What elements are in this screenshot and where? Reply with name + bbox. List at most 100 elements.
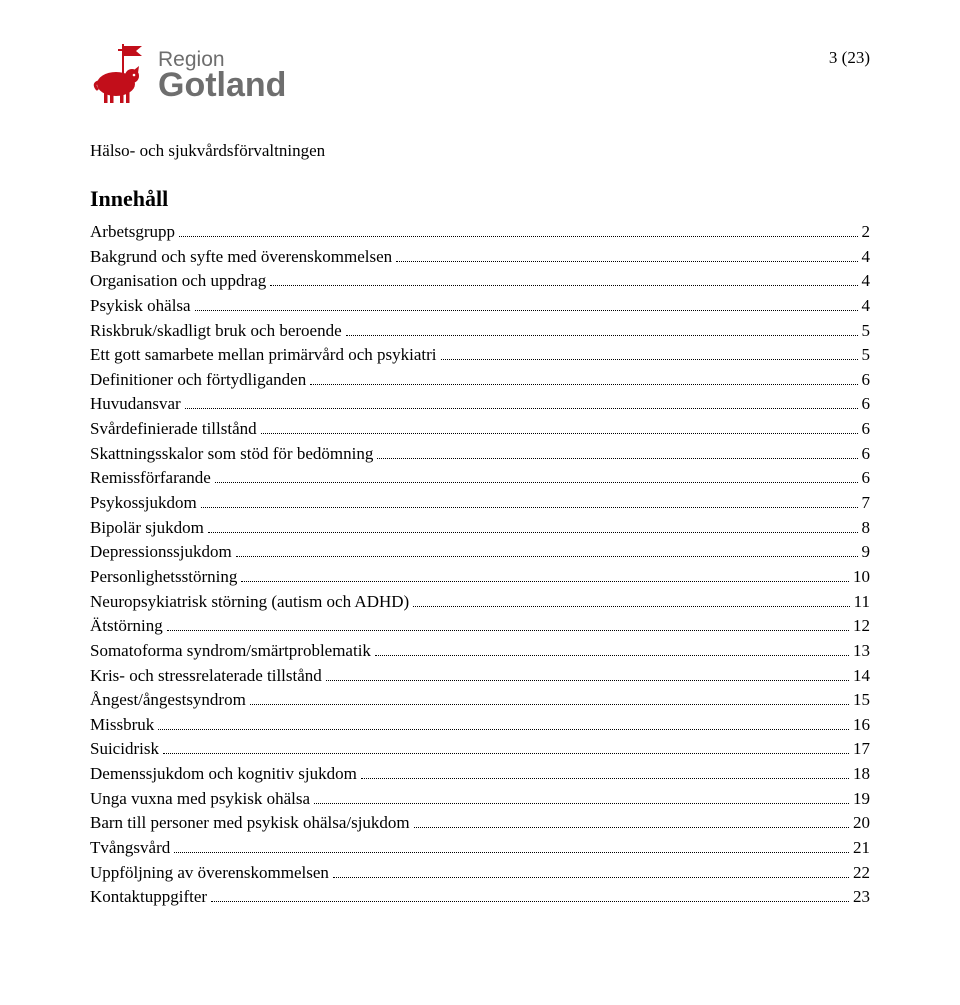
logo-text: Region Gotland — [158, 49, 286, 102]
page-number: 3 (23) — [829, 48, 870, 68]
toc-leader-dots — [167, 616, 849, 631]
toc-leader-dots — [201, 493, 858, 508]
toc-entry[interactable]: Bipolär sjukdom8 — [90, 516, 870, 541]
toc-entry[interactable]: Somatoforma syndrom/smärtproblematik13 — [90, 639, 870, 664]
toc-entry-text: Ätstörning — [90, 614, 163, 639]
toc-entry[interactable]: Kris- och stressrelaterade tillstånd 14 — [90, 664, 870, 689]
toc-entry[interactable]: Personlighetsstörning 10 — [90, 565, 870, 590]
toc-entry[interactable]: Neuropsykiatrisk störning (autism och AD… — [90, 590, 870, 615]
toc-leader-dots — [333, 862, 849, 877]
toc-entry-text: Arbetsgrupp — [90, 220, 175, 245]
toc-entry-page: 16 — [853, 713, 870, 738]
toc-entry-page: 19 — [853, 787, 870, 812]
toc-leader-dots — [326, 665, 849, 680]
toc-entry[interactable]: Missbruk16 — [90, 713, 870, 738]
toc-leader-dots — [215, 468, 858, 483]
toc-entry-text: Demenssjukdom och kognitiv sjukdom — [90, 762, 357, 787]
toc-leader-dots — [261, 419, 858, 434]
toc-leader-dots — [396, 246, 857, 261]
toc-entry-page: 17 — [853, 737, 870, 762]
toc-entry-text: Neuropsykiatrisk störning (autism och AD… — [90, 590, 409, 615]
toc-entry-page: 9 — [862, 540, 871, 565]
toc-leader-dots — [250, 690, 849, 705]
toc-entry-page: 2 — [862, 220, 871, 245]
toc-entry[interactable]: Remissförfarande6 — [90, 466, 870, 491]
toc-entry-page: 18 — [853, 762, 870, 787]
toc-entry-text: Psykisk ohälsa — [90, 294, 191, 319]
toc-entry-text: Psykossjukdom — [90, 491, 197, 516]
toc-entry[interactable]: Uppföljning av överenskommelsen 22 — [90, 861, 870, 886]
toc-entry[interactable]: Suicidrisk 17 — [90, 737, 870, 762]
department-name: Hälso- och sjukvårdsförvaltningen — [90, 141, 870, 161]
toc-entry-text: Suicidrisk — [90, 737, 159, 762]
toc-leader-dots — [236, 542, 858, 557]
toc-entry-text: Barn till personer med psykisk ohälsa/sj… — [90, 811, 410, 836]
toc-entry-text: Somatoforma syndrom/smärtproblematik — [90, 639, 371, 664]
toc-entry-page: 6 — [862, 368, 871, 393]
gotland-lamb-icon — [90, 40, 150, 111]
toc-leader-dots — [195, 296, 858, 311]
toc-entry-page: 6 — [862, 392, 871, 417]
toc-entry[interactable]: Svårdefinierade tillstånd 6 — [90, 417, 870, 442]
toc-leader-dots — [346, 320, 858, 335]
toc-entry-page: 4 — [862, 269, 871, 294]
toc-leader-dots — [158, 715, 849, 730]
toc-leader-dots — [179, 222, 858, 237]
toc-leader-dots — [414, 813, 849, 828]
toc-entry[interactable]: Ångest/ångestsyndrom 15 — [90, 688, 870, 713]
toc-entry-page: 22 — [853, 861, 870, 886]
toc-leader-dots — [314, 788, 849, 803]
toc-entry-page: 12 — [853, 614, 870, 639]
toc-entry-page: 5 — [862, 343, 871, 368]
toc-entry[interactable]: Ett gott samarbete mellan primärvård och… — [90, 343, 870, 368]
toc-entry[interactable]: Bakgrund och syfte med överenskommelsen 4 — [90, 245, 870, 270]
toc-entry-page: 6 — [862, 417, 871, 442]
logo-block: Region Gotland — [90, 40, 286, 111]
toc-entry-text: Ett gott samarbete mellan primärvård och… — [90, 343, 437, 368]
toc-leader-dots — [441, 345, 858, 360]
toc-entry-text: Depressionssjukdom — [90, 540, 232, 565]
toc-entry[interactable]: Psykisk ohälsa 4 — [90, 294, 870, 319]
toc-leader-dots — [185, 394, 858, 409]
toc-entry[interactable]: Skattningsskalor som stöd för bedömning6 — [90, 442, 870, 467]
toc-leader-dots — [211, 887, 849, 902]
toc-entry-page: 4 — [862, 245, 871, 270]
toc-entry[interactable]: Huvudansvar 6 — [90, 392, 870, 417]
toc-leader-dots — [310, 370, 857, 385]
toc-leader-dots — [163, 739, 849, 754]
toc-entry-text: Uppföljning av överenskommelsen — [90, 861, 329, 886]
toc-entry-text: Svårdefinierade tillstånd — [90, 417, 257, 442]
toc-entry[interactable]: Psykossjukdom7 — [90, 491, 870, 516]
toc-entry-text: Bakgrund och syfte med överenskommelsen — [90, 245, 392, 270]
toc-entry-text: Kris- och stressrelaterade tillstånd — [90, 664, 322, 689]
toc-entry[interactable]: Depressionssjukdom 9 — [90, 540, 870, 565]
toc-entry[interactable]: Kontaktuppgifter23 — [90, 885, 870, 910]
toc-entry-text: Huvudansvar — [90, 392, 181, 417]
toc-entry-page: 4 — [862, 294, 871, 319]
toc-entry-page: 14 — [853, 664, 870, 689]
toc-entry[interactable]: Ätstörning 12 — [90, 614, 870, 639]
toc-entry-page: 15 — [853, 688, 870, 713]
toc-entry[interactable]: Unga vuxna med psykisk ohälsa19 — [90, 787, 870, 812]
toc-entry-text: Tvångsvård — [90, 836, 170, 861]
toc-leader-dots — [270, 271, 857, 286]
toc-entry[interactable]: Arbetsgrupp 2 — [90, 220, 870, 245]
toc-entry-text: Ångest/ångestsyndrom — [90, 688, 246, 713]
toc-entry[interactable]: Organisation och uppdrag 4 — [90, 269, 870, 294]
toc-leader-dots — [413, 591, 849, 606]
toc-leader-dots — [174, 838, 849, 853]
toc-entry[interactable]: Demenssjukdom och kognitiv sjukdom 18 — [90, 762, 870, 787]
toc-entry[interactable]: Tvångsvård21 — [90, 836, 870, 861]
toc-entry-text: Kontaktuppgifter — [90, 885, 207, 910]
toc-entry-text: Personlighetsstörning — [90, 565, 237, 590]
toc-entry-text: Organisation och uppdrag — [90, 269, 266, 294]
toc-entry[interactable]: Riskbruk/skadligt bruk och beroende5 — [90, 319, 870, 344]
toc-leader-dots — [377, 443, 857, 458]
toc-entry-page: 10 — [853, 565, 870, 590]
toc-title: Innehåll — [90, 186, 870, 212]
toc-entry[interactable]: Definitioner och förtydliganden6 — [90, 368, 870, 393]
toc-entry[interactable]: Barn till personer med psykisk ohälsa/sj… — [90, 811, 870, 836]
toc-entry-page: 6 — [862, 442, 871, 467]
toc-leader-dots — [375, 641, 849, 656]
toc-leader-dots — [361, 764, 849, 779]
